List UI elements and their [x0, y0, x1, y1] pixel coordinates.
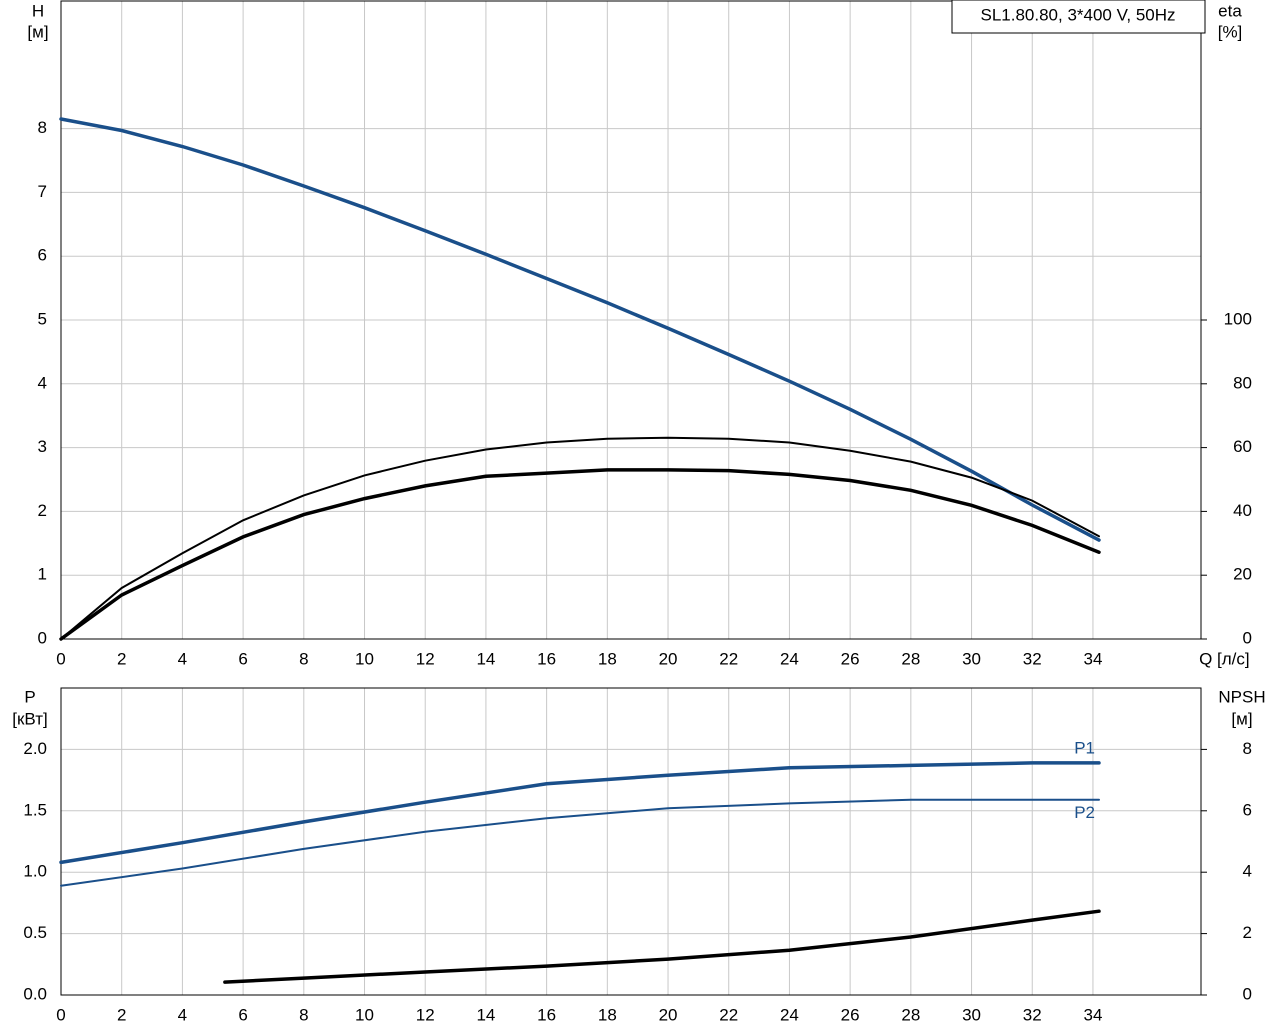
x-tick-label: 4 [178, 649, 187, 668]
x-tick-label: 24 [780, 649, 799, 668]
x-tick-label: 32 [1023, 1005, 1042, 1024]
y2-tick-label: 100 [1224, 309, 1252, 328]
x-tick-label: 18 [598, 1005, 617, 1024]
y-tick-label: 2.0 [23, 739, 47, 758]
x-tick-label: 0 [56, 1005, 65, 1024]
chart-title: SL1.80.80, 3*400 V, 50Hz [980, 5, 1175, 24]
series-label: P1 [1074, 738, 1095, 757]
x-tick-label: 16 [537, 649, 556, 668]
x-tick-label: 20 [659, 649, 678, 668]
y2-axis-label: [м] [1231, 709, 1252, 728]
y2-tick-label: 2 [1243, 923, 1252, 942]
x-tick-label: 22 [719, 1005, 738, 1024]
plot-frame [60, 0, 1202, 640]
x-tick-label: 22 [719, 649, 738, 668]
y-tick-label: 0.5 [23, 923, 47, 942]
x-axis-label: Q [л/с] [1199, 649, 1250, 668]
x-tick-label: 30 [962, 1005, 981, 1024]
x-tick-label: 28 [901, 1005, 920, 1024]
y2-tick-label: 40 [1233, 501, 1252, 520]
x-tick-label: 6 [238, 1005, 247, 1024]
y2-tick-label: 0 [1243, 628, 1252, 647]
x-tick-label: 34 [1083, 1005, 1102, 1024]
y-axis-label: P [24, 687, 35, 706]
x-tick-label: 14 [476, 649, 495, 668]
y-tick-label: 2 [38, 501, 47, 520]
y2-tick-label: 4 [1243, 862, 1252, 881]
x-tick-label: 10 [355, 649, 374, 668]
x-tick-label: 34 [1083, 649, 1102, 668]
x-tick-label: 12 [416, 1005, 435, 1024]
y-tick-label: 1.5 [23, 800, 47, 819]
y-tick-label: 4 [38, 373, 47, 392]
title-box [951, 0, 1206, 34]
x-tick-label: 2 [117, 1005, 126, 1024]
series-label: P2 [1074, 803, 1095, 822]
y-axis-label: [м] [27, 22, 48, 41]
y2-axis-label: NPSH [1218, 687, 1265, 706]
curve [60, 798, 1100, 887]
x-tick-label: 12 [416, 649, 435, 668]
y-axis-label: [кВт] [12, 709, 47, 728]
y-tick-label: 3 [38, 437, 47, 456]
y2-axis-label: [%] [1218, 22, 1243, 41]
x-tick-label: 16 [537, 1005, 556, 1024]
x-tick-label: 26 [841, 649, 860, 668]
y-tick-label: 5 [38, 309, 47, 328]
y-tick-label: 8 [38, 118, 47, 137]
y2-tick-label: 0 [1243, 984, 1252, 1003]
x-tick-label: 8 [299, 1005, 308, 1024]
x-tick-label: 4 [178, 1005, 187, 1024]
curve [59, 117, 1101, 542]
x-tick-label: 24 [780, 1005, 799, 1024]
x-tick-label: 32 [1023, 649, 1042, 668]
x-tick-label: 10 [355, 1005, 374, 1024]
curve [60, 436, 1100, 640]
curve [223, 909, 1101, 984]
x-tick-label: 18 [598, 649, 617, 668]
x-tick-label: 2 [117, 649, 126, 668]
y-tick-label: 0.0 [23, 984, 47, 1003]
x-tick-label: 8 [299, 649, 308, 668]
y2-tick-label: 6 [1243, 800, 1252, 819]
y-tick-label: 1 [38, 565, 47, 584]
x-tick-label: 26 [841, 1005, 860, 1024]
y-tick-label: 1.0 [23, 862, 47, 881]
x-tick-label: 0 [56, 649, 65, 668]
y-tick-label: 0 [38, 628, 47, 647]
y-axis-label: H [32, 1, 44, 20]
y-tick-label: 7 [38, 182, 47, 201]
x-tick-label: 28 [901, 649, 920, 668]
y2-tick-label: 8 [1243, 739, 1252, 758]
x-tick-label: 14 [476, 1005, 495, 1024]
x-tick-label: 20 [659, 1005, 678, 1024]
y-tick-label: 6 [38, 246, 47, 265]
plot-frame [60, 687, 1202, 996]
x-tick-label: 30 [962, 649, 981, 668]
curve [59, 468, 1101, 641]
curve [59, 761, 1101, 865]
y2-tick-label: 60 [1233, 437, 1252, 456]
y2-tick-label: 80 [1233, 373, 1252, 392]
y2-tick-label: 20 [1233, 565, 1252, 584]
y2-axis-label: eta [1218, 1, 1242, 20]
x-tick-label: 6 [238, 649, 247, 668]
